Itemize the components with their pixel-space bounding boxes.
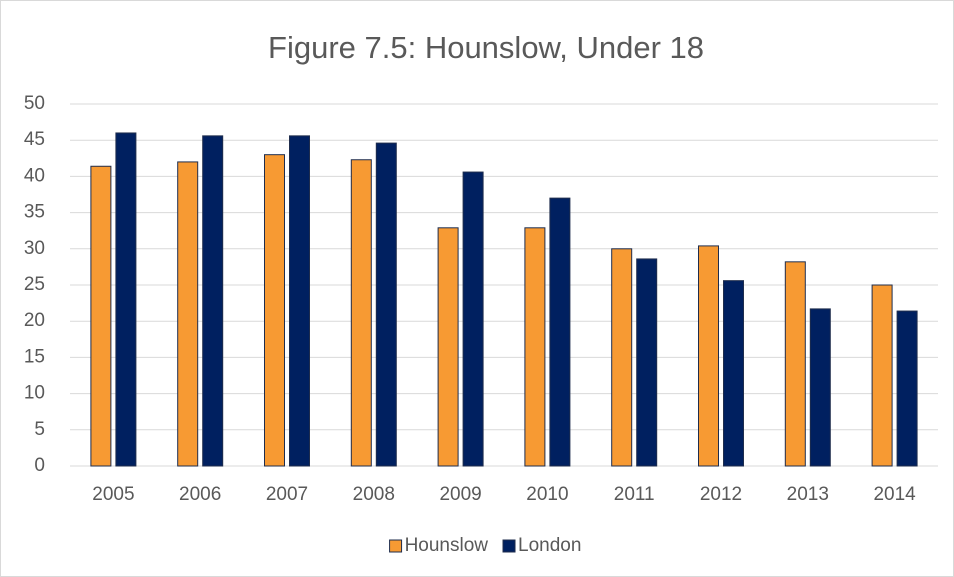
bar [375, 142, 397, 467]
y-tick-label: 0 [34, 455, 45, 476]
x-tick-label: 2010 [526, 484, 568, 505]
bar [524, 227, 546, 467]
y-tick-label: 30 [24, 238, 45, 259]
x-tick-label: 2006 [179, 484, 221, 505]
bar [202, 135, 224, 467]
x-tick-label: 2005 [92, 484, 134, 505]
y-tick-label: 15 [24, 346, 45, 367]
x-tick-label: 2012 [700, 484, 742, 505]
y-tick-label: 35 [24, 202, 45, 223]
bar [871, 284, 893, 467]
bar [350, 159, 372, 467]
bar [698, 245, 719, 467]
bar [177, 161, 199, 467]
legend-swatch [389, 539, 403, 553]
bar [264, 154, 285, 467]
x-tick-label: 2009 [439, 484, 481, 505]
y-tick-label: 50 [24, 93, 45, 114]
bar [896, 310, 918, 467]
bar [289, 135, 310, 467]
bar [723, 280, 744, 467]
x-tick-label: 2011 [614, 484, 655, 505]
y-tick-label: 5 [34, 419, 45, 440]
y-tick-label: 20 [24, 310, 45, 331]
bar [462, 171, 484, 467]
x-tick-label: 2014 [873, 484, 916, 505]
bar [437, 227, 459, 467]
legend-label: Hounslow [405, 535, 489, 556]
x-tick-label: 2008 [353, 484, 395, 505]
y-tick-label: 25 [24, 274, 45, 295]
bar [809, 308, 831, 467]
bar [549, 197, 571, 467]
x-tick-label: 2007 [266, 484, 308, 505]
chart-title: Figure 7.5: Hounslow, Under 18 [268, 30, 704, 65]
bar [611, 248, 633, 467]
legend-swatch [502, 539, 516, 553]
x-tick-label: 2013 [787, 484, 829, 505]
y-tick-label: 10 [24, 383, 45, 404]
bar [115, 132, 137, 467]
y-tick-label: 45 [24, 129, 45, 150]
bar [636, 258, 658, 467]
legend-label: London [518, 535, 581, 556]
bar [90, 165, 112, 467]
bar [784, 261, 806, 467]
y-tick-label: 40 [24, 165, 45, 186]
